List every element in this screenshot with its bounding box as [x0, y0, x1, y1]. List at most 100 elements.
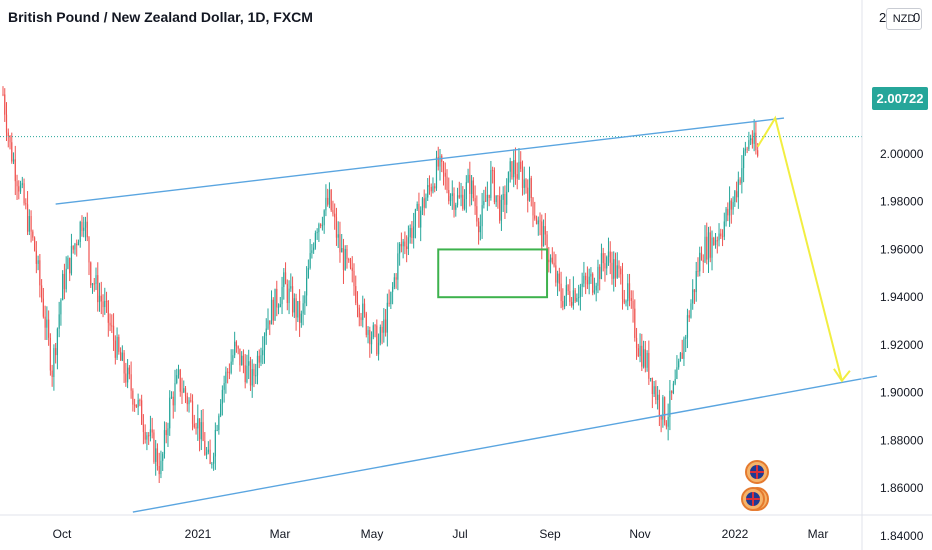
candle-body: [442, 161, 445, 173]
candle-body: [716, 240, 718, 242]
candle-body: [711, 237, 713, 258]
candle-body: [523, 179, 525, 188]
candle-body: [95, 275, 97, 285]
candle-body: [672, 383, 675, 394]
candle-body: [67, 257, 69, 269]
candle-body: [381, 326, 383, 333]
candle-body: [123, 352, 125, 374]
candle-body: [76, 243, 78, 246]
candle-body: [167, 428, 169, 436]
candle-body: [623, 299, 625, 303]
candle-body: [158, 465, 160, 475]
candle-body: [583, 275, 585, 284]
candle-body: [74, 243, 76, 250]
candle-body: [165, 430, 167, 436]
candle-body: [599, 266, 601, 280]
candle-body: [134, 404, 136, 406]
candle-body: [144, 432, 146, 440]
candle-body: [409, 228, 411, 238]
candle-body: [569, 291, 571, 302]
candle-body: [197, 418, 199, 429]
candle-body: [404, 241, 406, 247]
candle-body: [679, 352, 682, 362]
candle-body: [518, 161, 520, 179]
candle-body: [111, 325, 113, 327]
support-rectangle: [437, 248, 549, 299]
candle-body: [63, 273, 66, 290]
candle-body: [437, 157, 439, 167]
uk-flag-icon[interactable]: [741, 487, 765, 511]
candle-body: [316, 232, 318, 234]
candle-body: [335, 217, 338, 238]
candle-body: [720, 233, 722, 237]
candle-body: [574, 290, 576, 302]
candle-body: [342, 248, 345, 270]
candle-body: [548, 259, 550, 263]
currency-selector[interactable]: NZD: [886, 8, 922, 30]
candle-body: [228, 372, 230, 374]
uk-flag-icon[interactable]: [745, 460, 769, 484]
candle-body: [395, 277, 397, 280]
candle-body: [588, 276, 590, 285]
projection-path: [756, 115, 843, 382]
candle-body: [597, 266, 599, 286]
candle-body: [602, 253, 604, 264]
candle-body: [184, 388, 187, 397]
candle-body: [627, 283, 629, 302]
candle-body: [560, 283, 562, 302]
candle-body: [109, 322, 111, 326]
candle-body: [414, 209, 417, 227]
candle-body: [114, 340, 116, 358]
candle-body: [714, 240, 717, 245]
candle-body: [33, 237, 36, 251]
candle-body: [260, 355, 262, 363]
event-badges[interactable]: [741, 460, 769, 511]
candle-body: [544, 226, 546, 235]
candle-body: [293, 298, 295, 313]
candle-body: [177, 369, 180, 376]
candle-body: [479, 226, 481, 233]
candle-body: [65, 268, 67, 290]
candle-body: [365, 313, 367, 335]
candle-body: [620, 268, 622, 275]
candle-body: [263, 335, 266, 351]
candle-body: [237, 346, 239, 349]
candle-body: [274, 288, 276, 321]
candle-body: [511, 161, 513, 178]
candle-body: [162, 453, 164, 461]
candle-body: [121, 352, 123, 361]
candle-body: [525, 179, 527, 188]
candle-body: [272, 299, 274, 321]
candle-body: [225, 371, 227, 384]
candle-body: [267, 320, 269, 329]
candle-body: [81, 222, 83, 231]
candle-body: [281, 287, 283, 305]
candle-body: [402, 241, 404, 247]
candle-body: [277, 306, 280, 308]
candle-body: [692, 289, 694, 304]
candle-body: [500, 199, 503, 221]
candle-body: [306, 278, 308, 296]
candle-body: [230, 361, 232, 373]
candle-body: [665, 422, 667, 427]
candle-body: [5, 114, 8, 133]
candle-body: [439, 155, 441, 167]
candle-body: [485, 200, 487, 202]
candle-body: [58, 314, 60, 329]
candle-body: [53, 348, 55, 378]
candle-body: [25, 203, 27, 205]
candle-body: [104, 300, 106, 308]
candle-body: [160, 460, 162, 475]
candle-body: [309, 253, 311, 268]
candle-body: [571, 301, 573, 306]
candle-body: [221, 389, 223, 404]
candle-body: [304, 295, 306, 304]
candle-body: [449, 196, 452, 202]
candle-body: [200, 422, 202, 440]
candle-body: [127, 367, 129, 383]
candle-body: [734, 191, 736, 202]
candle-body: [595, 285, 597, 291]
candle-body: [44, 316, 46, 328]
candle-body: [735, 191, 738, 198]
